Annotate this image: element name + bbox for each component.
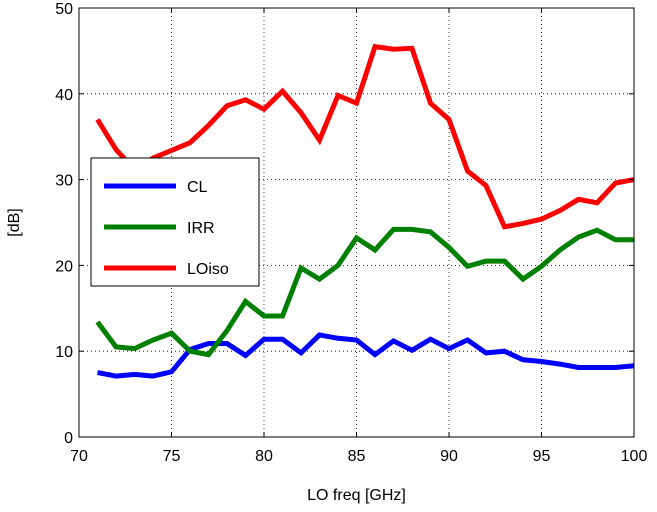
y-axis-label: [dB] <box>6 208 23 236</box>
x-tick-label: 95 <box>533 448 551 465</box>
y-tick-label: 0 <box>64 430 73 447</box>
y-tick-label: 30 <box>55 173 73 190</box>
axis-ticks: 70 75 80 85 90 95 100 0 10 20 30 40 50 <box>55 1 647 465</box>
x-tick-label: 75 <box>163 448 181 465</box>
legend-label-cl: CL <box>187 179 208 196</box>
y-tick-label: 40 <box>55 87 73 104</box>
series-line-loiso <box>95 43 635 230</box>
legend-label-loiso: LOiso <box>187 261 229 278</box>
x-axis-label: LO freq [GHz] <box>307 487 406 504</box>
legend-label-irr: IRR <box>187 220 215 237</box>
x-tick-label: 80 <box>255 448 273 465</box>
series-line-cl <box>97 332 635 379</box>
series-lines <box>95 43 635 379</box>
y-tick-label: 50 <box>55 1 73 18</box>
y-tick-label: 20 <box>55 258 73 275</box>
series-line-irr <box>95 226 634 358</box>
x-tick-label: 90 <box>440 448 458 465</box>
legend: CL IRR LOiso <box>90 157 260 287</box>
y-tick-label: 10 <box>55 344 73 361</box>
x-tick-label: 100 <box>621 448 648 465</box>
legend-box <box>90 157 260 287</box>
x-tick-label: 70 <box>70 448 88 465</box>
x-tick-label: 85 <box>348 448 366 465</box>
